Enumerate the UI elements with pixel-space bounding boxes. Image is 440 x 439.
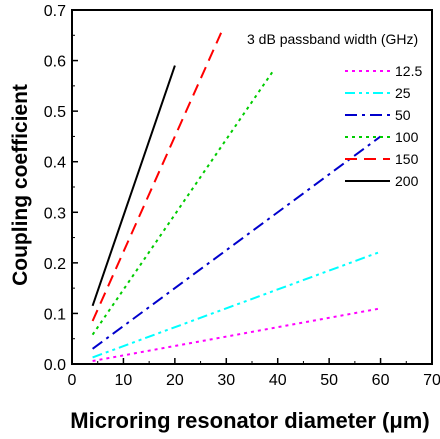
x-tick-label: 20 — [166, 372, 184, 389]
x-tick-label: 60 — [372, 372, 390, 389]
series-line-100 — [91, 71, 274, 336]
x-tick-label: 70 — [423, 372, 440, 389]
legend-label-100: 100 — [395, 129, 419, 145]
x-tick-label: 30 — [217, 372, 235, 389]
y-tick-label: 0.1 — [44, 306, 66, 323]
legend-title: 3 dB passband width (GHz) — [247, 31, 418, 47]
x-tick-label: 10 — [115, 372, 133, 389]
plot-area: 0 10 20 30 40 50 60 70 0.0 0.1 0.2 0.3 0.4 0.5 0.6 0.7 — [44, 3, 440, 389]
legend-label-200: 200 — [395, 173, 419, 189]
y-axis-title: Coupling coefficient — [9, 84, 32, 286]
series-group — [91, 32, 382, 362]
legend-label-12.5: 12.5 — [395, 63, 422, 79]
legend-label-25: 25 — [395, 85, 411, 101]
series-line-150 — [91, 32, 223, 322]
legend-label-50: 50 — [395, 107, 411, 123]
legend: 3 dB passband width (GHz) 12.5 25 50 100 150… — [247, 31, 422, 189]
x-tick-label: 0 — [68, 372, 77, 389]
x-axis-title: Microring resonator diameter (μm) — [70, 408, 429, 433]
y-tick-label: 0.7 — [44, 3, 66, 20]
y-tick-label: 0.5 — [44, 104, 66, 121]
series-line-25 — [92, 250, 381, 359]
x-tick-label: 50 — [320, 372, 338, 389]
plot-frame — [71, 9, 433, 365]
series-line-200 — [91, 65, 176, 307]
x-tick-label: 40 — [269, 372, 287, 389]
series-line-50 — [92, 135, 382, 350]
ticks-group: 0 10 20 30 40 50 60 70 0.0 0.1 0.2 0.3 0.4 0.5 0.6 0.7 — [44, 3, 440, 389]
legend-label-150: 150 — [395, 151, 419, 167]
y-tick-label: 0.4 — [44, 155, 66, 172]
y-tick-label: 0.3 — [44, 205, 66, 222]
y-tick-label: 0.6 — [44, 54, 66, 71]
y-tick-label: 0.0 — [44, 357, 66, 374]
y-tick-label: 0.2 — [44, 256, 66, 273]
